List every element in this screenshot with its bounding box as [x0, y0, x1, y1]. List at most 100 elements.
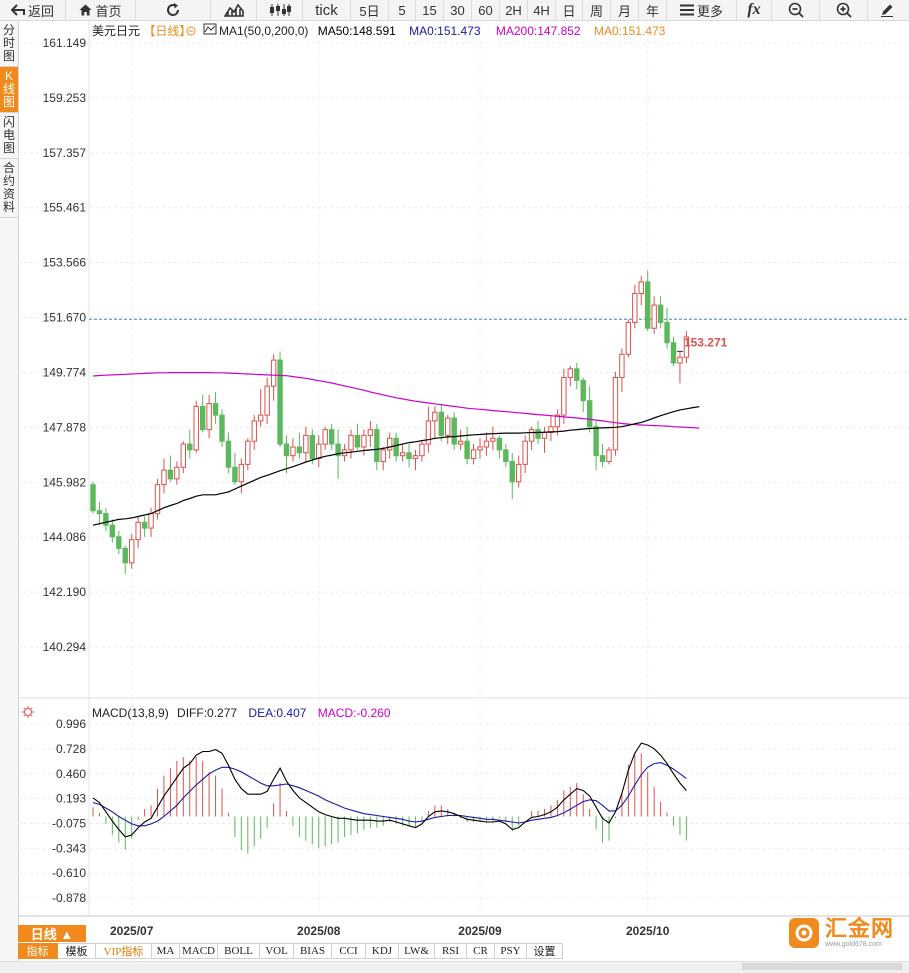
macd-legend-dea: DEA:0.407: [248, 706, 306, 720]
tab-lw[interactable]: LW&: [399, 943, 435, 959]
indicator-chart-icon[interactable]: [203, 23, 217, 35]
chart-type-button[interactable]: [211, 0, 257, 20]
candle-body: [187, 443, 193, 451]
tab-macd[interactable]: MACD: [180, 943, 218, 959]
candle-type-button[interactable]: [257, 0, 303, 20]
candle-body: [258, 414, 264, 422]
candle: [174, 461, 180, 485]
period-month[interactable]: 月: [611, 0, 639, 20]
tab-indicator[interactable]: 指标: [18, 943, 58, 959]
candle-body: [632, 292, 638, 323]
period-15min[interactable]: 15: [416, 0, 444, 20]
candle: [251, 415, 257, 450]
candle: [238, 458, 245, 494]
tab-bias[interactable]: BIAS: [294, 943, 332, 959]
dea-line: [92, 762, 687, 827]
candle-body: [451, 417, 457, 445]
candle: [438, 403, 445, 442]
zoom-out-button[interactable]: [772, 0, 820, 20]
candle: [574, 362, 580, 390]
candle-body: [109, 524, 116, 538]
macd-tick-label: 0.728: [56, 742, 86, 756]
zoom-in-button[interactable]: [820, 0, 868, 20]
candle-body: [309, 434, 316, 460]
candle-body: [470, 449, 477, 460]
candle-body: [122, 547, 128, 564]
period-week[interactable]: 周: [583, 0, 611, 20]
tab-boll[interactable]: BOLL: [218, 943, 260, 959]
candle: [354, 423, 361, 450]
candle: [361, 429, 367, 456]
scrollbar-thumb[interactable]: [742, 963, 902, 970]
period-4h[interactable]: 4H: [528, 0, 556, 20]
tab-vip-indicator[interactable]: VIP指标: [96, 943, 152, 959]
period-5day[interactable]: 5日: [351, 0, 389, 20]
tab-kline[interactable]: K 线 图: [0, 67, 18, 113]
tab-template[interactable]: 模板: [58, 943, 96, 959]
candle-body: [522, 440, 528, 465]
tab-kline-char: K: [4, 69, 13, 83]
tab-cr[interactable]: CR: [467, 943, 495, 959]
macd-tick-label: -0.343: [52, 841, 86, 855]
period-60min[interactable]: 60: [472, 0, 500, 20]
candle-body: [406, 452, 412, 460]
candle: [483, 432, 490, 456]
refresh-button[interactable]: [136, 0, 211, 20]
tab-timeshare[interactable]: 分 时 图: [0, 21, 18, 67]
candle-body: [503, 449, 509, 462]
candle-body: [677, 356, 683, 364]
back-button[interactable]: 返回: [0, 0, 66, 20]
period-day[interactable]: 日: [556, 0, 583, 20]
candle: [445, 415, 451, 445]
formula-button[interactable]: fx: [737, 0, 772, 20]
candle: [135, 516, 141, 549]
candle: [187, 429, 193, 459]
candle-body: [135, 521, 141, 541]
tab-ma[interactable]: MA: [152, 943, 180, 959]
tab-rsi[interactable]: RSI: [435, 943, 467, 959]
candle: [328, 423, 335, 450]
settings-dot-icon[interactable]: [186, 26, 196, 36]
candle-body: [199, 405, 206, 431]
refresh-icon: [167, 3, 180, 16]
candle-body: [651, 304, 657, 329]
tab-cci[interactable]: CCI: [332, 943, 366, 959]
price-tick-label: 157.357: [43, 146, 87, 160]
tab-vol[interactable]: VOL: [260, 943, 294, 959]
tab-kdj[interactable]: KDJ: [366, 943, 399, 959]
chart-area[interactable]: 161.149 159.253 157.357 155.461 153.566 151.6…: [0, 21, 909, 961]
horizontal-scrollbar[interactable]: [0, 961, 909, 973]
tab-psy[interactable]: PSY: [495, 943, 527, 959]
candle: [451, 412, 457, 450]
candle: [606, 446, 612, 465]
home-button[interactable]: 首页: [66, 0, 136, 20]
tab-flash-char: 图: [2, 141, 15, 155]
macd-settings-icon[interactable]: [22, 706, 34, 718]
period-30min[interactable]: 30: [444, 0, 472, 20]
logo-brand: 汇金网: [825, 916, 895, 941]
more-button[interactable]: 更多: [667, 0, 737, 20]
tab-timeshare-char: 分: [2, 23, 15, 37]
candle: [509, 452, 515, 500]
period-2h[interactable]: 2H: [500, 0, 528, 20]
candle-body: [412, 455, 419, 460]
legend-ma0-b: MA0:151.473: [594, 24, 666, 38]
candle-body: [245, 440, 251, 465]
tab-flash[interactable]: 闪 电 图: [0, 113, 18, 159]
candle: [432, 406, 438, 439]
period-tick[interactable]: tick: [303, 0, 351, 20]
candle-body: [174, 466, 180, 480]
tab-contract-info[interactable]: 合 约 资 料: [0, 159, 18, 218]
diff-line: [92, 742, 687, 838]
period-selector[interactable]: 日线 ▲: [18, 925, 86, 942]
candlestick-icon: [269, 4, 291, 16]
period-5min[interactable]: 5: [389, 0, 416, 20]
candle: [625, 319, 632, 358]
period-year[interactable]: 年: [639, 0, 667, 20]
draw-button[interactable]: [868, 0, 905, 20]
price-tick-label: 147.878: [43, 420, 87, 434]
candle-body: [528, 429, 535, 442]
tab-timeshare-char: 时: [2, 36, 15, 50]
candle-body: [432, 411, 438, 422]
tab-settings[interactable]: 设置: [527, 943, 563, 959]
